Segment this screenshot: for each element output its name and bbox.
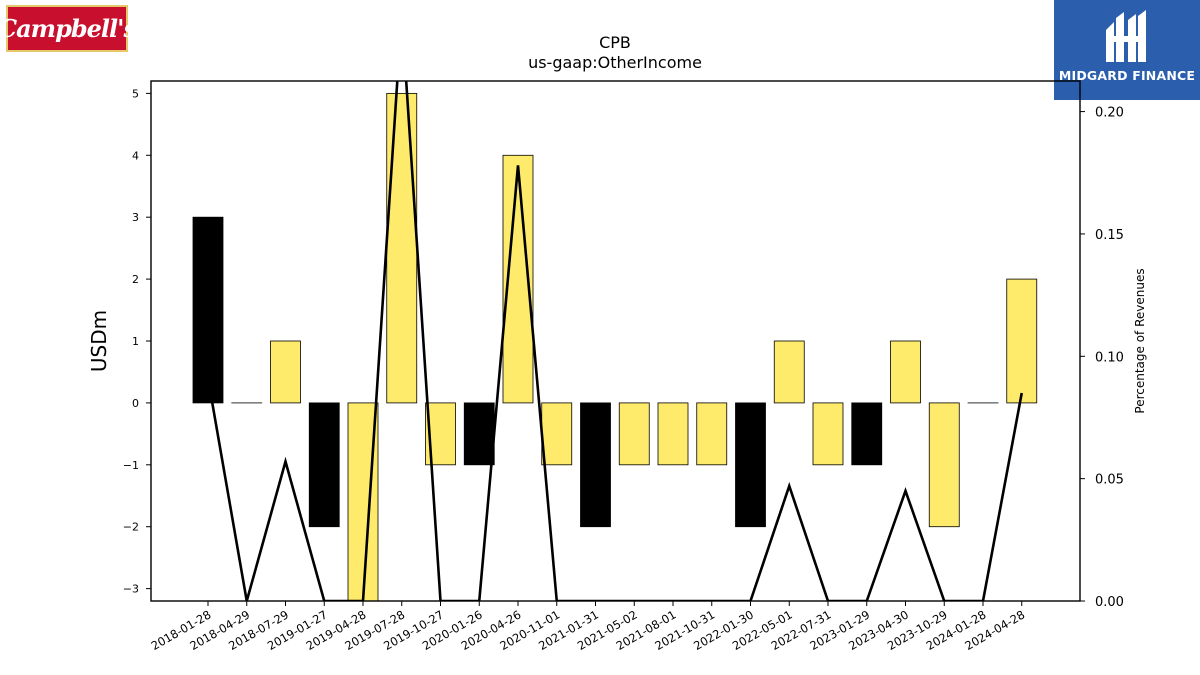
bar-2022-07-31 bbox=[812, 402, 844, 466]
y2-tick-label: 0.05 bbox=[1095, 473, 1124, 488]
bar-series bbox=[192, 92, 1038, 601]
y2-tick-label: 0.20 bbox=[1095, 106, 1124, 121]
bar-2019-07-28 bbox=[386, 92, 418, 404]
y-tick-label: −3 bbox=[123, 583, 139, 596]
bar-2023-04-30 bbox=[890, 340, 921, 404]
bar-2020-11-01 bbox=[541, 402, 573, 466]
y-tick-label: −1 bbox=[123, 459, 139, 472]
y2-tick-label: 0.00 bbox=[1095, 595, 1124, 610]
y-axis-label: USDm bbox=[87, 310, 111, 372]
bar-2019-01-27 bbox=[308, 402, 340, 528]
chart-title: CPB bbox=[599, 33, 631, 52]
bar-2021-05-02 bbox=[618, 402, 650, 466]
bar-2022-05-01 bbox=[773, 340, 805, 404]
percentage-of-revenues-line bbox=[206, 81, 1024, 601]
y-tick-label: 0 bbox=[132, 397, 139, 410]
midgard-emblem-icon bbox=[1106, 10, 1146, 62]
chart-subtitle: us-gaap:OtherIncome bbox=[528, 53, 702, 72]
bar-2022-01-30 bbox=[735, 402, 766, 528]
midgard-finance-logo: MIDGARD FINANCE bbox=[1054, 0, 1200, 100]
y2-tick-label: 0.15 bbox=[1095, 228, 1124, 243]
bar-2018-07-29 bbox=[270, 340, 301, 404]
y-tick-label: 1 bbox=[132, 335, 139, 348]
y-tick-label: 5 bbox=[132, 87, 139, 100]
bar-2023-10-29 bbox=[928, 402, 960, 528]
bar-2018-01-28 bbox=[192, 216, 224, 404]
y-tick-label: 3 bbox=[132, 211, 139, 224]
y-tick-label: −2 bbox=[123, 521, 139, 534]
bar-2021-10-31 bbox=[696, 402, 728, 466]
bar-2021-01-31 bbox=[580, 402, 611, 528]
y2-axis-label: Percentage of Revenues bbox=[1133, 268, 1147, 413]
y-tick-label: 4 bbox=[132, 149, 139, 162]
y-tick-label: 2 bbox=[132, 273, 139, 286]
campbells-logo: Campbell's bbox=[0, 5, 137, 52]
line-series bbox=[206, 81, 1024, 601]
campbells-logo-text: Campbell's bbox=[0, 14, 137, 43]
bar-2023-01-29 bbox=[851, 402, 883, 466]
bar-2020-01-26 bbox=[463, 402, 495, 466]
midgard-logo-text: MIDGARD FINANCE bbox=[1058, 68, 1196, 83]
bar-2021-08-01 bbox=[657, 402, 689, 466]
bar-2024-04-28 bbox=[1006, 278, 1038, 404]
y2-tick-label: 0.10 bbox=[1095, 350, 1124, 365]
